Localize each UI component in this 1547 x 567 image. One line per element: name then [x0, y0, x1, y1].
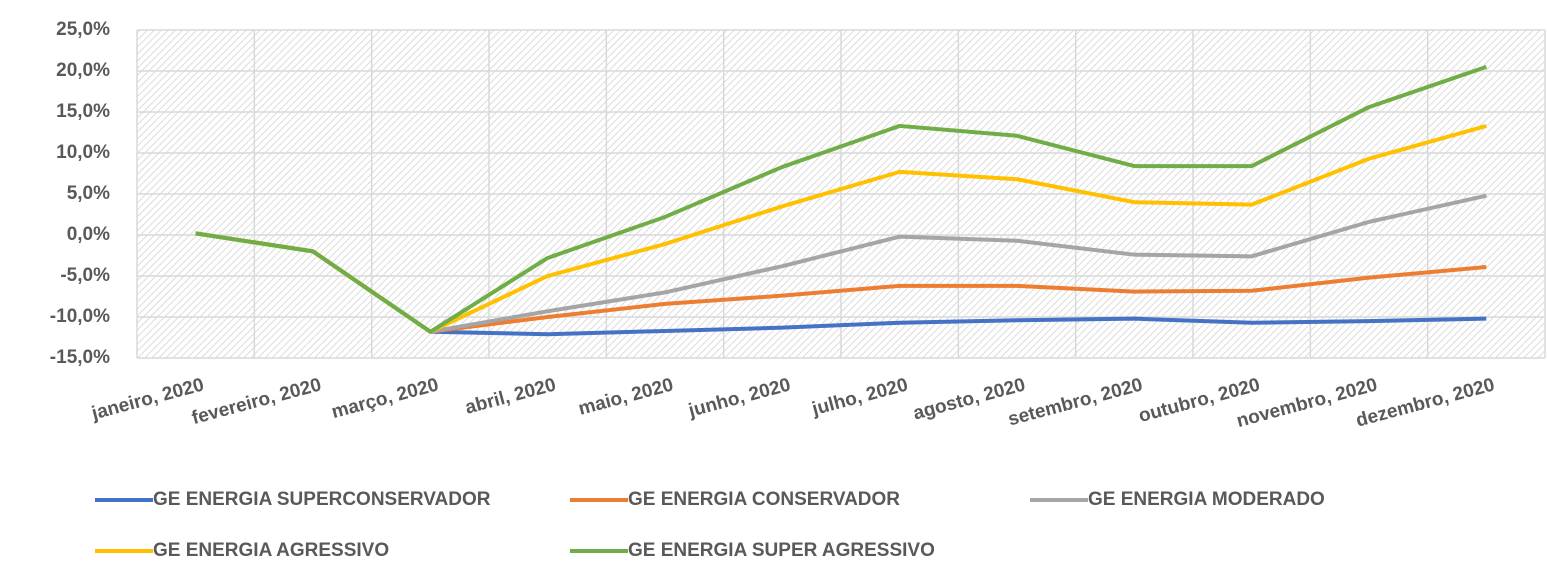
x-tick-label: setembro, 2020: [1006, 374, 1145, 430]
y-tick-label: -5,0%: [60, 265, 110, 286]
legend-label: GE ENERGIA SUPERCONSERVADOR: [153, 489, 491, 510]
legend-label: GE ENERGIA MODERADO: [1088, 489, 1325, 510]
x-tick-label: junho, 2020: [686, 374, 793, 422]
x-tick-label: julho, 2020: [809, 374, 910, 420]
legend-label: GE ENERGIA AGRESSIVO: [153, 540, 389, 561]
y-tick-label: -15,0%: [50, 347, 110, 368]
x-tick-label: janeiro, 2020: [89, 374, 207, 424]
x-tick-label: abril, 2020: [463, 374, 558, 418]
x-tick-label: março, 2020: [329, 374, 441, 423]
y-tick-label: 15,0%: [56, 101, 110, 122]
y-tick-label: 25,0%: [56, 19, 110, 40]
y-tick-label: 0,0%: [67, 224, 110, 245]
legend-label: GE ENERGIA CONSERVADOR: [628, 489, 900, 510]
y-tick-label: 20,0%: [56, 60, 110, 81]
y-tick-label: 10,0%: [56, 142, 110, 163]
y-tick-label: 5,0%: [67, 183, 110, 204]
x-tick-label: maio, 2020: [576, 374, 675, 419]
y-tick-label: -10,0%: [50, 306, 110, 327]
series-line: [195, 65, 1487, 334]
legend-label: GE ENERGIA SUPER AGRESSIVO: [628, 540, 935, 561]
x-tick-label: fevereiro, 2020: [190, 374, 324, 429]
